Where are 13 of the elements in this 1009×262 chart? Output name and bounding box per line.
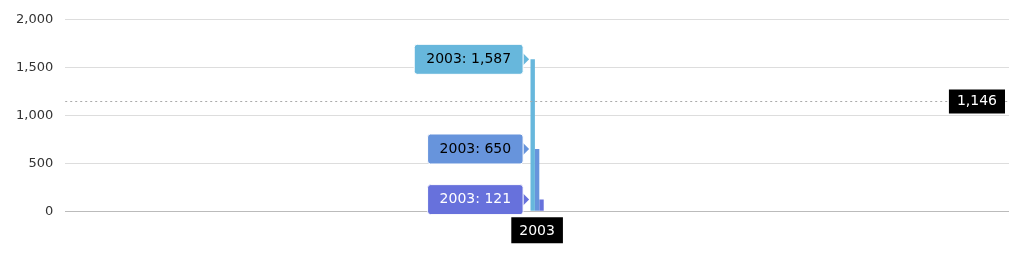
annotation: 2003: 1,587: [426, 49, 512, 66]
annotation: 2003: 650: [439, 139, 512, 156]
y-tick-label: 0: [44, 202, 54, 218]
annotation: 2003: 121: [439, 190, 512, 207]
ref-line-label: 1,146: [956, 92, 998, 109]
bar: [534, 149, 540, 211]
y-tick-label: 1,000: [16, 106, 54, 122]
x-tick-label: 2003: [519, 222, 555, 239]
bar: [539, 199, 544, 211]
y-tick-label: 2,000: [16, 11, 54, 27]
y-tick-label: 1,500: [16, 59, 54, 75]
bar: [530, 59, 535, 211]
y-tick-label: 500: [28, 154, 54, 170]
